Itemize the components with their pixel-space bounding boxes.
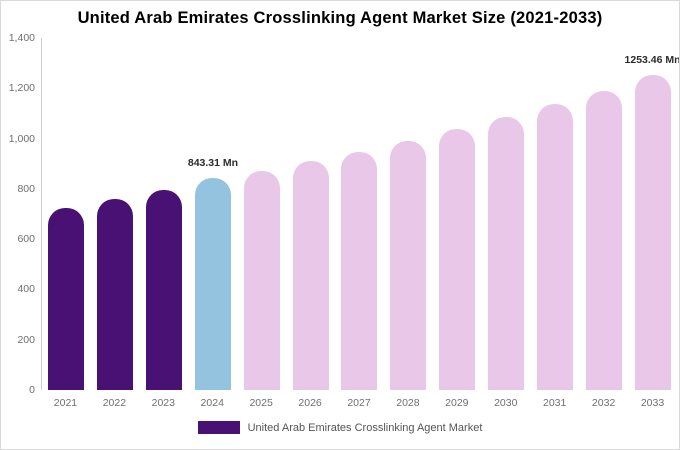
chart-body: 0 200 400 600 800 1,000 1,200 1,400 843.31 Mn 12…	[1, 32, 680, 396]
bar-2022[interactable]	[97, 198, 134, 390]
bar-slot	[433, 38, 482, 390]
legend[interactable]: United Arab Emirates Crosslinking Agent …	[1, 421, 679, 434]
bar-2024[interactable]	[194, 177, 231, 390]
bar-slot	[384, 38, 433, 390]
bar-2021[interactable]	[48, 207, 85, 390]
x-tick-label-2024: 2024	[200, 397, 224, 409]
legend-label: United Arab Emirates Crosslinking Agent …	[247, 421, 483, 434]
y-tick-label: 0	[29, 384, 35, 396]
bar-slot	[237, 38, 286, 390]
bar-slot	[530, 38, 579, 390]
data-label-2024: 843.31 Mn	[187, 156, 239, 169]
x-axis: 2021 2022 2023 2024 2025 2026 2027 2028 2029 2030…	[41, 390, 679, 409]
bar-2032[interactable]	[585, 90, 622, 390]
bar-2026[interactable]	[292, 161, 329, 390]
bar-slot	[91, 38, 140, 390]
y-tick-label: 400	[17, 283, 35, 296]
bar-slot	[42, 38, 91, 390]
x-tick-label-2033: 2033	[640, 397, 665, 409]
x-tick-label-2030: 2030	[494, 397, 518, 409]
x-tick-label-2025: 2025	[249, 397, 273, 409]
x-tick-label-2027: 2027	[347, 397, 371, 409]
bar-slot	[140, 38, 189, 390]
bar-slot: 1253.46 Mn	[624, 38, 680, 390]
x-tick-label-2026: 2026	[298, 397, 322, 409]
x-tick-label-2031: 2031	[543, 397, 567, 409]
x-tick-label-2028: 2028	[396, 397, 420, 409]
data-label-2033: 1253.46 Mn	[624, 53, 680, 66]
y-tick-label: 600	[17, 233, 35, 246]
bar-2023[interactable]	[146, 189, 183, 390]
y-tick-label: 200	[17, 333, 35, 346]
bar-2027[interactable]	[341, 151, 378, 390]
chart-title: United Arab Emirates Crosslinking Agent …	[77, 9, 603, 27]
bar-slot: 843.31 Mn	[187, 38, 239, 390]
bar-2029[interactable]	[439, 129, 476, 390]
x-tick-label-2032: 2032	[591, 397, 616, 409]
x-tick-label-2022: 2022	[102, 397, 127, 409]
y-tick-label: 1,000	[8, 132, 35, 145]
bar-slot	[482, 38, 531, 390]
bar-2025[interactable]	[243, 171, 280, 390]
plot-area: 843.31 Mn 1253.46 Mn	[41, 38, 680, 390]
y-tick-label: 800	[17, 182, 35, 195]
x-tick-label-2029: 2029	[445, 397, 469, 409]
bar-2033[interactable]	[634, 74, 671, 390]
bar-slot	[579, 38, 628, 390]
bar-slot	[335, 38, 384, 390]
bar-2028[interactable]	[390, 140, 427, 390]
y-tick-label: 1,400	[8, 32, 35, 44]
x-tick-label-2023: 2023	[151, 397, 175, 409]
legend-swatch-icon	[197, 421, 240, 434]
bar-slot	[286, 38, 335, 390]
y-tick-label: 1,200	[8, 82, 35, 95]
bar-2030[interactable]	[488, 116, 525, 390]
x-tick-label-2021: 2021	[53, 397, 78, 409]
y-axis: 0 200 400 600 800 1,000 1,200 1,400	[1, 32, 41, 396]
bar-2031[interactable]	[536, 104, 573, 390]
